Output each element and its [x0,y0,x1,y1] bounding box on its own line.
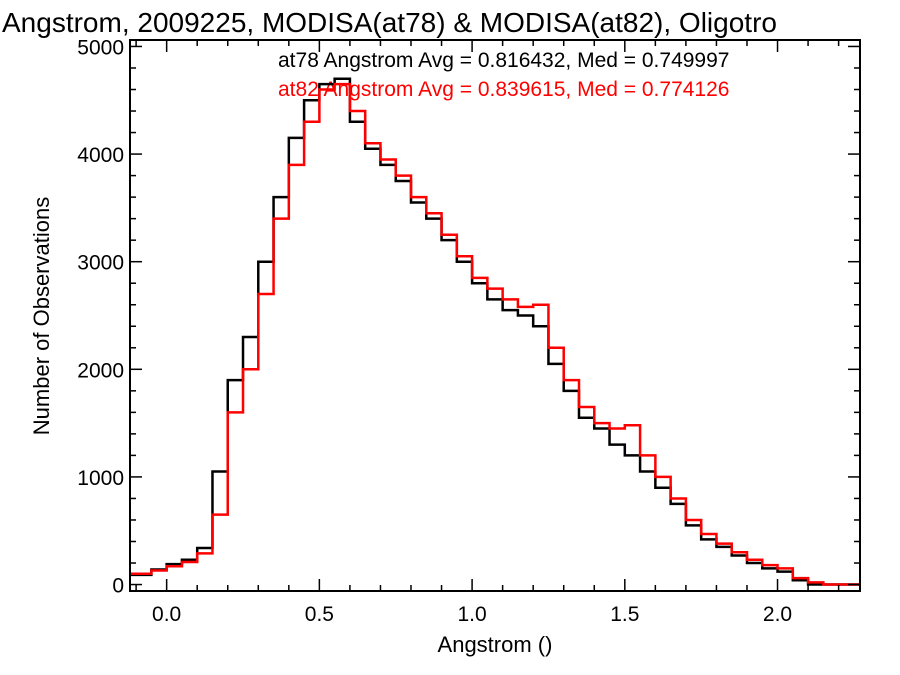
at78-stats-annotation: at78 Angstrom Avg = 0.816432, Med = 0.74… [278,49,729,72]
series-group [130,77,860,586]
chart-title: Angstrom, 2009225, MODISA(at78) & MODISA… [2,7,777,38]
at82-stats-annotation: at82 Angstrom Avg = 0.839615, Med = 0.77… [278,78,729,101]
tick-group: 0.0 0.5 1.0 1.5 2.0 0 1000 2000 3000 4000 5000 [77,36,860,626]
x-axis-label: Angstrom () [438,632,553,657]
y-tick-label: 2000 [77,359,124,382]
y-tick-label: 4000 [77,144,124,167]
x-tick-label: 1.5 [610,603,639,626]
plot-frame [129,39,861,592]
x-tick-label: 0.5 [305,603,334,626]
x-tick-label: 1.0 [457,603,486,626]
series-line-1 [130,82,860,586]
y-tick-label: 3000 [77,252,124,275]
annotation-group: at78 Angstrom Avg = 0.816432, Med = 0.74… [278,49,729,101]
y-axis-label: Number of Observations [29,197,54,435]
x-tick-label: 2.0 [763,603,792,626]
y-tick-label: 1000 [77,467,124,490]
x-tick-label: 0.0 [152,603,181,626]
y-tick-label: 5000 [77,36,124,59]
y-tick-label: 0 [112,575,124,598]
